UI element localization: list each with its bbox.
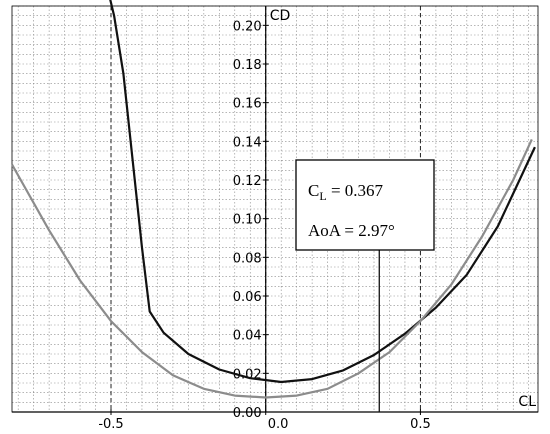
y-tick-label: 0.00 <box>233 406 262 421</box>
y-tick-label: 0.08 <box>233 251 262 266</box>
annotation-aoa: AoA = 2.97° <box>308 221 395 240</box>
annotation: CL = 0.367 AoA = 2.97° <box>295 159 435 412</box>
y-tick-label: 0.12 <box>233 174 262 189</box>
y-tick-label: 0.14 <box>233 135 262 150</box>
series-lines <box>11 0 536 399</box>
x-axis-label: CL <box>518 394 536 410</box>
y-axis-label: CD <box>270 8 291 24</box>
x-tick-label: 0.0 <box>268 417 289 432</box>
y-tick-label: 0.18 <box>233 58 262 73</box>
annotation-cl: CL = 0.367 <box>308 181 384 203</box>
series-line-1 <box>109 0 536 384</box>
x-tick-label: 0.5 <box>410 417 431 432</box>
y-tick-label: 0.04 <box>233 329 262 344</box>
y-tick-label: 0.16 <box>233 97 262 112</box>
series-line-2 <box>11 138 533 399</box>
y-tick-label: 0.10 <box>233 213 262 228</box>
annotation-box <box>295 159 435 251</box>
tick-labels: 0.000.020.040.060.080.100.120.140.160.18… <box>98 8 536 432</box>
plot-frame <box>11 5 539 413</box>
axes <box>11 5 539 415</box>
y-tick-label: 0.20 <box>233 19 262 34</box>
x-tick-label: -0.5 <box>98 417 123 432</box>
y-tick-label: 0.06 <box>233 290 262 305</box>
